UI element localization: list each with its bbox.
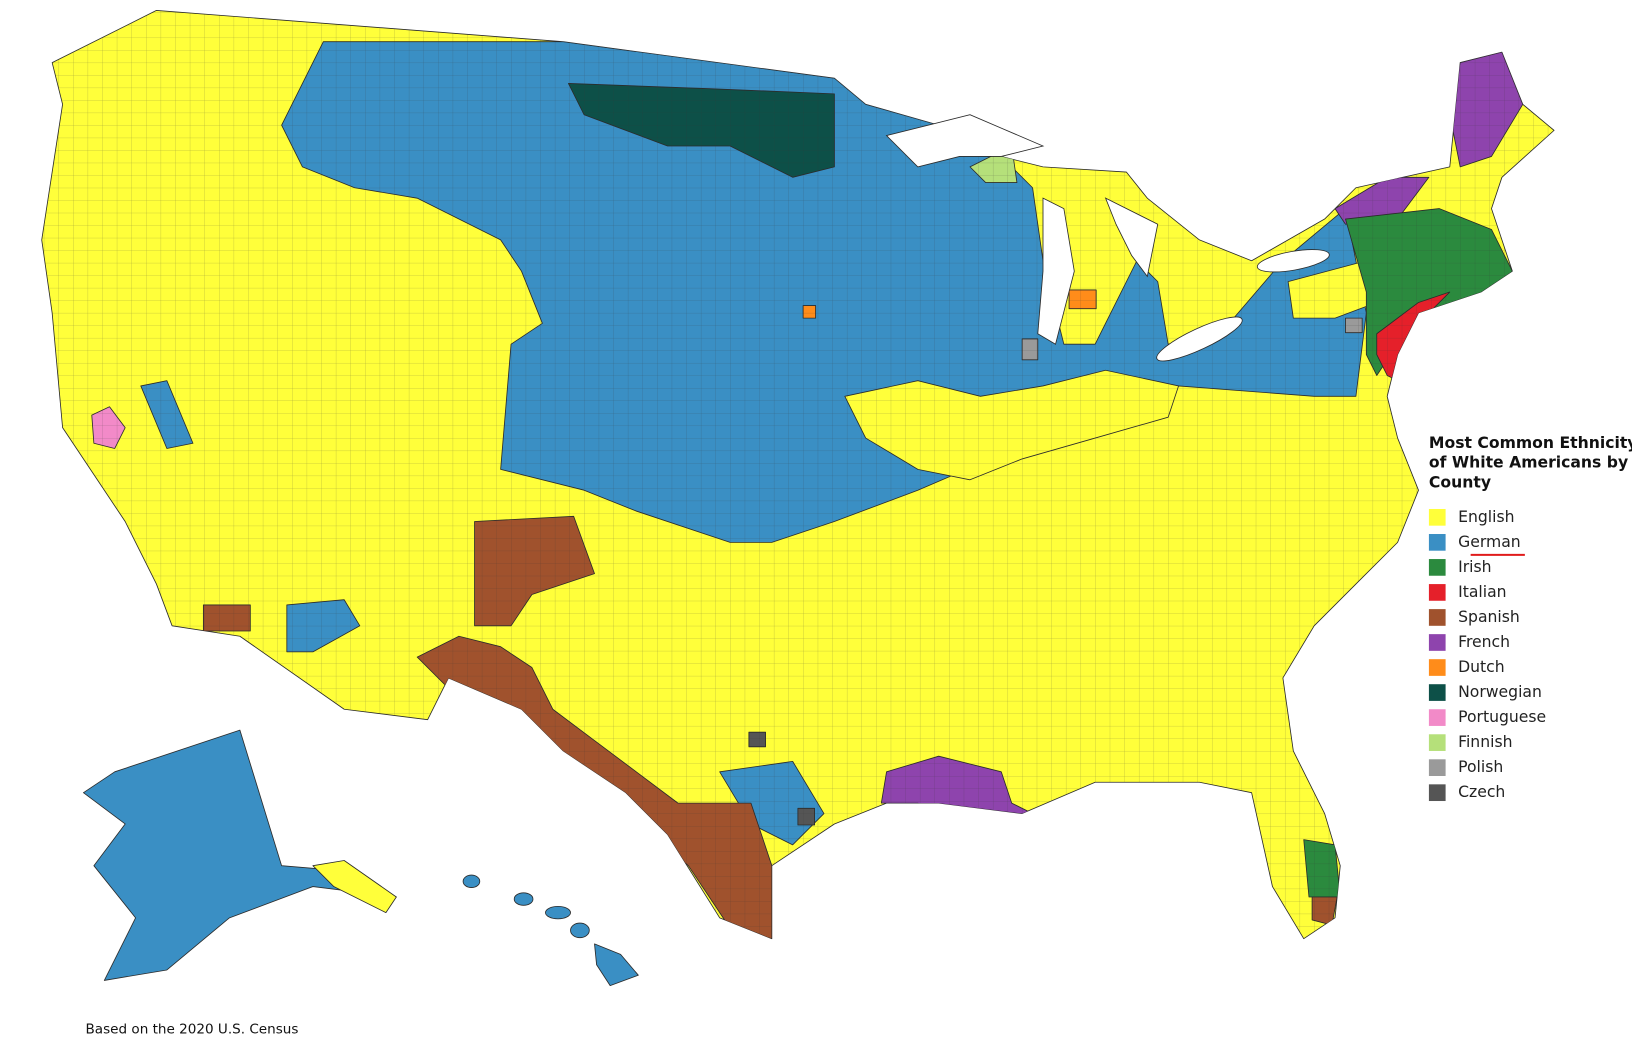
legend-swatch — [1428, 784, 1446, 802]
alaska-southeast — [312, 860, 397, 914]
legend-label: German — [1458, 532, 1521, 551]
legend-swatch — [1428, 634, 1446, 651]
legend-label: Portuguese — [1458, 707, 1546, 726]
lake-ontario — [1256, 249, 1330, 273]
legend-swatch — [1428, 559, 1446, 576]
legend-label: Dutch — [1458, 657, 1505, 676]
legend-swatch — [1428, 709, 1446, 726]
source-note: Based on the 2020 U.S. Census — [86, 1021, 299, 1037]
legend-swatch — [1428, 684, 1446, 701]
legend-label: Czech — [1458, 782, 1505, 801]
legend-swatch — [1428, 759, 1446, 776]
legend-swatch — [1428, 534, 1446, 551]
legend-label: Irish — [1458, 557, 1491, 576]
legend-swatch — [1428, 584, 1446, 601]
legend-label: Spanish — [1458, 607, 1520, 626]
legend-label: French — [1458, 632, 1510, 651]
lake-huron — [1104, 197, 1159, 278]
legend-label: English — [1458, 507, 1514, 526]
hawaii — [462, 874, 481, 889]
legend-label: Norwegian — [1458, 682, 1542, 701]
hawaii — [513, 892, 534, 906]
legend-title: County — [1429, 472, 1491, 491]
legend-label: Finnish — [1458, 732, 1512, 751]
hawaii — [545, 905, 571, 920]
legend-title: Most Common Ethnicity — [1429, 433, 1632, 452]
lake-michigan — [1037, 197, 1075, 345]
hawaii — [570, 922, 590, 939]
lake-erie — [1156, 316, 1243, 362]
legend-label: Polish — [1458, 757, 1503, 776]
hawaii — [594, 943, 639, 987]
legend-swatch — [1428, 659, 1446, 676]
alaska — [83, 729, 397, 981]
legend-swatch — [1428, 609, 1446, 626]
legend-label: Italian — [1458, 582, 1506, 601]
legend-title: of White Americans by — [1429, 453, 1628, 472]
legend-swatch — [1428, 734, 1446, 751]
legend-swatch — [1428, 508, 1446, 526]
lake-superior — [885, 114, 1045, 168]
